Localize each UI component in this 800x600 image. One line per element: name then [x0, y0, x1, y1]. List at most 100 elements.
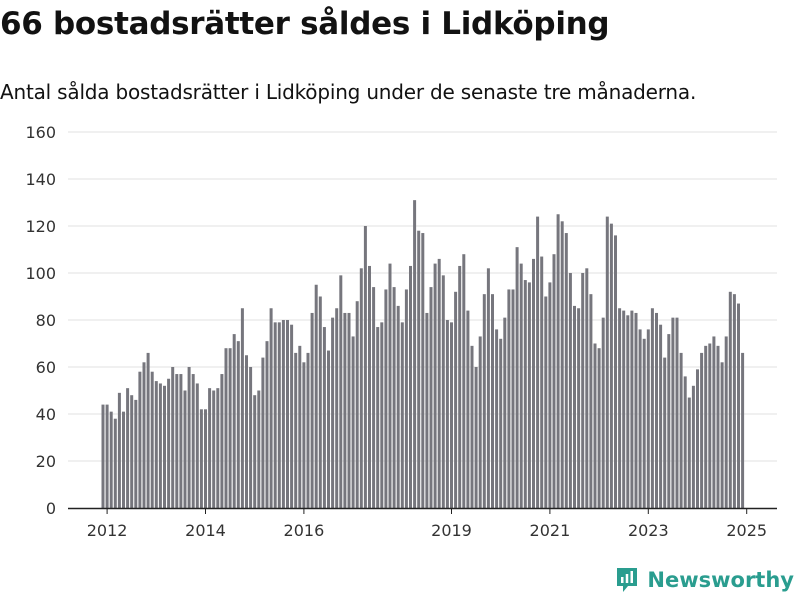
bar: [187, 367, 191, 508]
bar: [368, 265, 371, 508]
bar: [564, 233, 568, 509]
bar: [622, 310, 626, 508]
bar: [462, 254, 466, 508]
bar: [318, 296, 322, 508]
bar: [253, 395, 257, 508]
bar: [134, 399, 138, 508]
bar: [577, 308, 581, 508]
bar: [331, 317, 335, 508]
bar: [158, 383, 162, 508]
bar: [363, 226, 367, 508]
bar: [380, 322, 384, 508]
bar: [171, 367, 175, 508]
bar: [204, 409, 207, 508]
x-tick-label: 2019: [431, 521, 472, 540]
bar: [281, 320, 285, 508]
bar: [343, 312, 347, 508]
x-tick-label: 2025: [726, 521, 767, 540]
bar: [437, 258, 441, 508]
bar: [335, 308, 339, 508]
bar: [290, 324, 294, 508]
bar: [413, 200, 417, 508]
bar: [568, 273, 572, 508]
bar: [150, 371, 154, 508]
bar: [548, 282, 552, 508]
bar: [273, 322, 277, 508]
data-labels: 66: [734, 0, 760, 7]
bar: [126, 388, 130, 508]
bar: [634, 312, 638, 508]
bar: [511, 289, 515, 508]
bar: [552, 254, 556, 508]
y-axis: 0 20 40 60 80 100 120 140 160: [25, 123, 56, 518]
bar: [298, 345, 302, 508]
bar: [183, 390, 187, 508]
bar: [732, 294, 736, 508]
bar: [716, 345, 720, 508]
bar: [236, 341, 240, 508]
bar: [117, 392, 121, 508]
bar: [421, 233, 425, 509]
bar: [609, 223, 613, 508]
bar: [441, 275, 445, 508]
bar: [626, 315, 630, 508]
bar: [228, 348, 232, 508]
bar: [277, 322, 281, 508]
newsworthy-logo-icon: [617, 568, 638, 592]
bar: [232, 334, 236, 508]
bar: [601, 317, 605, 508]
bar: [396, 305, 400, 508]
bar: [322, 327, 326, 508]
bar: [154, 381, 158, 508]
x-tick-label: 2012: [87, 521, 128, 540]
bar: [515, 247, 519, 508]
y-tick-label: 160: [25, 123, 56, 142]
bar: [527, 282, 531, 508]
bar: [491, 294, 494, 508]
bar: [486, 268, 490, 508]
bar: [696, 369, 699, 508]
bar: [618, 308, 622, 508]
bar: [445, 320, 449, 508]
bar: [655, 312, 658, 508]
x-tick-label: 2023: [628, 521, 669, 540]
page-title: 66 bostadsrätter såldes i Lidköping: [0, 6, 610, 42]
brand-name: Newsworthy: [647, 568, 794, 592]
y-tick-label: 40: [36, 405, 56, 424]
bar: [450, 322, 453, 508]
bar: [433, 263, 437, 508]
bar: [691, 385, 695, 508]
bar: [573, 305, 576, 508]
bar: [101, 404, 105, 508]
bar: [355, 301, 359, 508]
bar: [507, 289, 511, 508]
bar: [667, 334, 671, 508]
bar: [605, 216, 609, 508]
bar: [679, 352, 683, 508]
bar: [208, 388, 212, 508]
bar: [327, 350, 330, 508]
bar: [212, 390, 216, 508]
bar: [593, 343, 597, 508]
bar: [199, 409, 203, 508]
bar: [372, 287, 376, 508]
bar: [339, 275, 343, 508]
bar: [179, 374, 183, 508]
x-tick-label: 2021: [530, 521, 571, 540]
bar: [671, 317, 675, 508]
bar: [388, 263, 392, 508]
bar: [425, 312, 429, 508]
bar: [720, 362, 724, 508]
y-tick-label: 0: [46, 499, 56, 518]
y-tick-label: 80: [36, 311, 56, 330]
bar: [314, 284, 318, 508]
bar: [302, 362, 306, 508]
bar: [675, 317, 679, 508]
data-label-latest: 66: [736, 0, 758, 5]
bar: [642, 338, 646, 508]
bar: [240, 308, 244, 508]
bar: [269, 308, 273, 508]
bar: [359, 268, 363, 508]
bar: [470, 345, 474, 508]
